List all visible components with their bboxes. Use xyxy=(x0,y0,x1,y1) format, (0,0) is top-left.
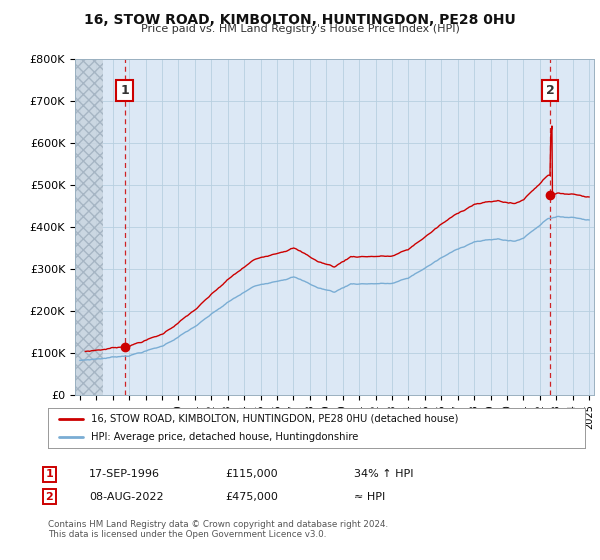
Text: Price paid vs. HM Land Registry's House Price Index (HPI): Price paid vs. HM Land Registry's House … xyxy=(140,24,460,34)
Text: 16, STOW ROAD, KIMBOLTON, HUNTINGDON, PE28 0HU: 16, STOW ROAD, KIMBOLTON, HUNTINGDON, PE… xyxy=(84,13,516,27)
Text: 2: 2 xyxy=(46,492,53,502)
Text: 34% ↑ HPI: 34% ↑ HPI xyxy=(354,469,413,479)
Text: 1: 1 xyxy=(46,469,53,479)
Text: HPI: Average price, detached house, Huntingdonshire: HPI: Average price, detached house, Hunt… xyxy=(91,432,358,442)
Text: ≈ HPI: ≈ HPI xyxy=(354,492,385,502)
Text: 2: 2 xyxy=(545,84,554,97)
Text: £475,000: £475,000 xyxy=(225,492,278,502)
Text: 16, STOW ROAD, KIMBOLTON, HUNTINGDON, PE28 0HU (detached house): 16, STOW ROAD, KIMBOLTON, HUNTINGDON, PE… xyxy=(91,414,458,423)
Text: 1: 1 xyxy=(120,84,129,97)
Text: 17-SEP-1996: 17-SEP-1996 xyxy=(89,469,160,479)
Bar xyxy=(75,59,103,395)
Text: £115,000: £115,000 xyxy=(225,469,278,479)
Text: Contains HM Land Registry data © Crown copyright and database right 2024.
This d: Contains HM Land Registry data © Crown c… xyxy=(48,520,388,539)
Text: 08-AUG-2022: 08-AUG-2022 xyxy=(89,492,163,502)
